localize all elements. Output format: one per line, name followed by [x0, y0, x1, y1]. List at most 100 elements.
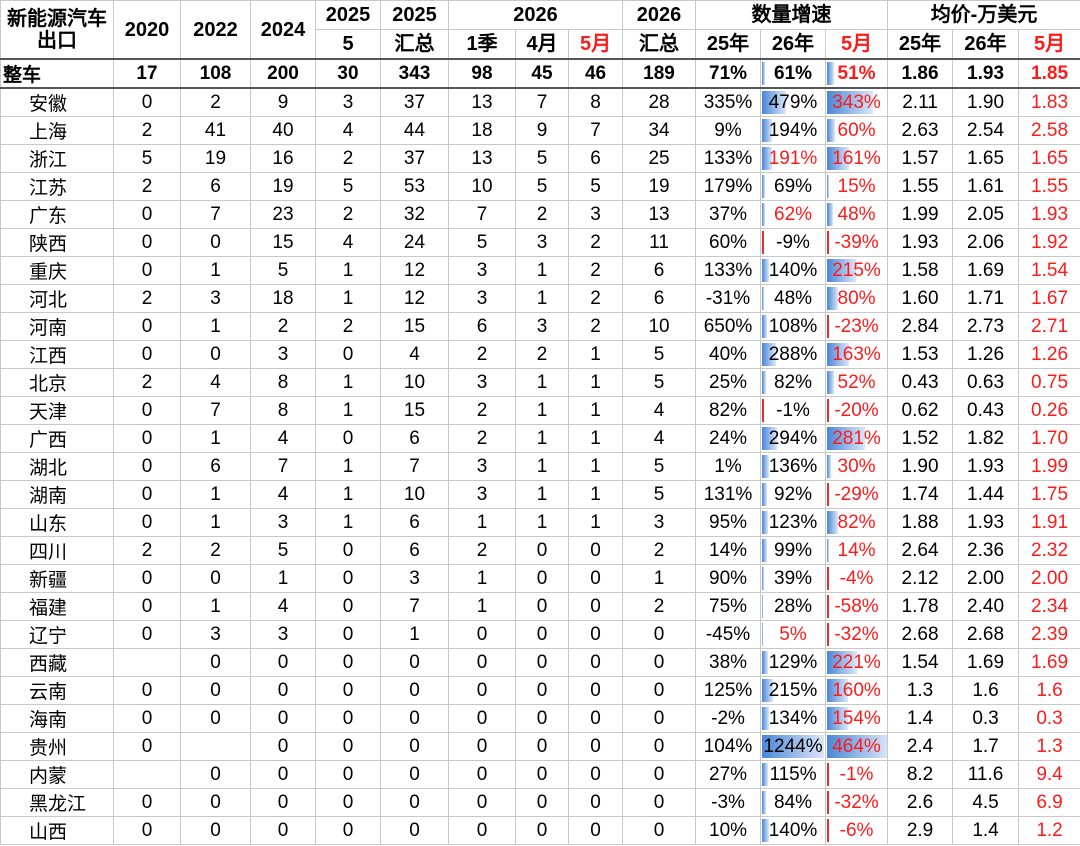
cell-text: 2.40 — [967, 595, 1005, 617]
cell: 9.4 — [1018, 760, 1080, 789]
data-bar — [827, 371, 834, 394]
region-name: 新疆 — [0, 564, 114, 593]
cell-text: 0 — [590, 651, 601, 673]
cell-text: 7 — [409, 595, 420, 617]
region-name: 辽宁 — [0, 620, 114, 649]
cell-text: 3 — [476, 483, 488, 505]
data-bar — [827, 91, 873, 114]
cell: 0 — [567, 620, 624, 649]
data-bar — [827, 315, 830, 338]
region-name: 西藏 — [0, 648, 114, 677]
data-bar — [762, 455, 769, 478]
region-name: 重庆 — [0, 256, 114, 285]
cell: 2.63 — [887, 116, 954, 145]
cell-text: -9% — [776, 231, 810, 253]
cell-text: 215% — [832, 259, 881, 281]
cell: 39% — [760, 564, 827, 593]
cell-text: 2 — [590, 231, 601, 253]
cell-text: 92% — [774, 483, 813, 505]
cell: 1 — [448, 564, 516, 593]
cell-text: 0 — [536, 595, 548, 617]
cell: 2.00 — [1018, 564, 1080, 593]
cell: 335% — [695, 87, 762, 117]
cell-text: 3 — [536, 315, 548, 337]
cell: 3 — [250, 508, 316, 537]
cell: 92% — [760, 480, 827, 509]
data-bar — [827, 483, 830, 506]
cell-text: 2 — [342, 203, 354, 225]
cell: 2.4 — [887, 732, 954, 761]
cell-text: 0 — [653, 735, 665, 757]
cell: 6 — [380, 536, 449, 565]
cell: 9% — [695, 116, 762, 145]
cell-text: 2 — [342, 315, 354, 337]
cell-text: 2 — [590, 287, 601, 309]
data-row: 内蒙 0 0 0 0 0 0 0 0 27% 115% -1% 8.2 11.6 9.4 — [0, 760, 1080, 789]
cell-text: 125% — [703, 679, 753, 701]
cell-text: 1.86 — [901, 62, 939, 84]
data-row: 北京 2 4 8 1 10 3 1 1 5 25% 82% 52% 0.43 0.63 0.75 — [0, 368, 1080, 397]
cell: 0 — [515, 816, 569, 845]
cell-text: 1 — [536, 399, 548, 421]
cell: 294% — [760, 424, 827, 453]
cell: 12 — [380, 284, 449, 313]
cell-text: 10 — [403, 371, 426, 393]
cell-text: 1.93 — [901, 231, 939, 253]
cell-text: 0 — [590, 595, 601, 617]
cell: 16 — [250, 144, 316, 173]
cell: 5 — [622, 452, 697, 481]
cell: 2 — [448, 536, 516, 565]
cell-text: 131% — [703, 483, 753, 505]
cell: 6.9 — [1018, 788, 1080, 817]
cell: 0 — [622, 732, 697, 761]
cell: 0 — [315, 788, 381, 817]
cell-text: 0 — [590, 567, 601, 589]
data-row: 浙江 5 19 16 2 37 13 5 6 25 133% 191% 161% 1.57 1.65 1.65 — [0, 144, 1080, 173]
cell: -32% — [825, 788, 889, 817]
cell-text: 4 — [277, 427, 289, 449]
cell: 0 — [113, 312, 181, 341]
cell: 82% — [760, 368, 827, 397]
cell: 0 — [315, 592, 381, 621]
cell-text: 5 — [536, 175, 548, 197]
cell: 650% — [695, 312, 762, 341]
cell-text: 0 — [210, 819, 221, 841]
cell: 46 — [567, 58, 624, 89]
cell: 69% — [760, 172, 827, 201]
cell-text: 3 — [653, 511, 665, 533]
data-bar — [827, 511, 838, 534]
cell: 84% — [760, 788, 827, 817]
cell-text: 2 — [476, 399, 488, 421]
data-bar — [827, 651, 857, 674]
data-bar — [762, 567, 764, 590]
cell-text: 0 — [409, 679, 420, 701]
cell-text: 40 — [272, 119, 294, 141]
cell: 0 — [567, 676, 624, 705]
cell: 1 — [515, 368, 569, 397]
region-name: 贵州 — [0, 732, 114, 761]
cell-text: 0 — [590, 623, 601, 645]
cell: 3 — [180, 620, 251, 649]
cell: 15 — [380, 312, 449, 341]
cell-text: 1 — [210, 315, 221, 337]
cell: 19 — [180, 144, 251, 173]
cell: 1.82 — [952, 424, 1020, 453]
cell: 1 — [515, 452, 569, 481]
cell-text: 0 — [342, 567, 354, 589]
cell-text: 0 — [277, 651, 289, 673]
cell-text: 136% — [768, 455, 818, 477]
cell: 0 — [180, 648, 251, 677]
cell: 115% — [760, 760, 827, 789]
data-row: 重庆 0 1 5 1 12 3 1 2 6 133% 140% 215% 1.58 1.69 1.54 — [0, 256, 1080, 285]
cell-text: 2.9 — [906, 819, 934, 841]
cell: 0.63 — [952, 368, 1020, 397]
cell-text: 479% — [768, 91, 818, 113]
cell: 5 — [622, 480, 697, 509]
cell-text: 0 — [342, 819, 354, 841]
column-header: 2025 — [315, 0, 381, 30]
cell: 24 — [380, 228, 449, 257]
cell: 32 — [380, 200, 449, 229]
cell-text: 51% — [837, 62, 876, 84]
cell: 0 — [515, 704, 569, 733]
